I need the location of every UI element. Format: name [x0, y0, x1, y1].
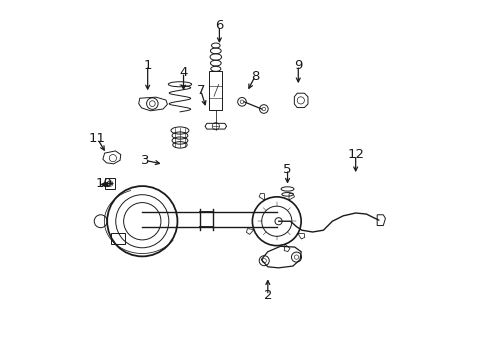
Text: 7: 7 — [196, 84, 204, 97]
Text: 4: 4 — [179, 66, 187, 79]
Text: 3: 3 — [140, 154, 149, 167]
Text: 6: 6 — [215, 19, 223, 32]
Text: 12: 12 — [346, 148, 364, 161]
Text: 8: 8 — [250, 69, 259, 82]
Text: 10: 10 — [95, 177, 112, 190]
Text: 5: 5 — [283, 163, 291, 176]
Text: 1: 1 — [143, 59, 152, 72]
Bar — [209, 71, 222, 110]
Text: 2: 2 — [263, 289, 271, 302]
Text: 11: 11 — [89, 132, 106, 145]
Text: 9: 9 — [293, 59, 302, 72]
Bar — [110, 233, 124, 244]
